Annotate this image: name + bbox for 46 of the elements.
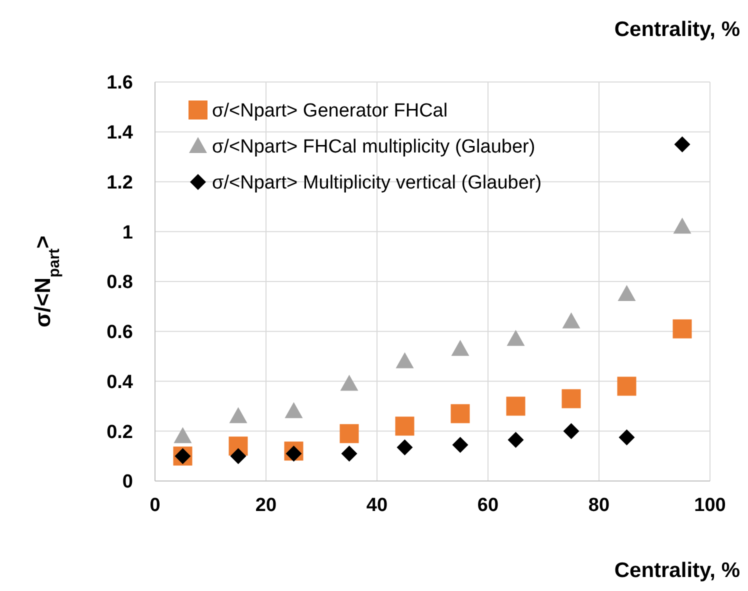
- point: [617, 376, 636, 396]
- y-tick-label: 0: [122, 472, 133, 493]
- point: [229, 407, 248, 424]
- y-tick-label: 0.6: [106, 322, 133, 344]
- point: [508, 432, 524, 448]
- y-tick-label: 1.4: [106, 122, 134, 144]
- point: [284, 402, 303, 418]
- legend-label: σ/<Npart> Generator FHCal: [212, 100, 448, 122]
- legend-label: σ/<Npart> FHCal multiplicity (Glauber): [212, 136, 536, 158]
- point: [506, 396, 526, 416]
- point: [396, 439, 413, 456]
- point: [618, 429, 635, 446]
- x-axis-title: Centrality, %: [614, 559, 740, 582]
- y-tick-label: 0.8: [106, 272, 133, 294]
- point: [230, 448, 246, 464]
- y-tick-label: 1: [122, 222, 134, 244]
- y-tick-label: 0.2: [106, 422, 133, 443]
- x-tick-label: 20: [255, 495, 277, 516]
- y-tick-label: 0.4: [106, 372, 134, 393]
- point: [452, 436, 468, 453]
- point: [674, 136, 690, 152]
- x-tick-label: 0: [150, 495, 160, 516]
- x-tick-label: 100: [694, 495, 726, 516]
- point: [286, 446, 302, 462]
- point: [506, 330, 525, 346]
- legend-label: σ/<Npart> Multiplicity vertical (Glauber): [212, 172, 542, 194]
- point: [451, 340, 470, 356]
- point: [396, 352, 414, 368]
- point: [174, 427, 192, 444]
- point: [672, 319, 692, 338]
- y-tick-label: 1.2: [106, 172, 133, 194]
- point: [340, 374, 358, 391]
- text: Centrality, %: [614, 18, 740, 41]
- x-tick-label: 40: [366, 495, 388, 516]
- x-tick-label: 80: [588, 495, 610, 516]
- point: [341, 446, 358, 462]
- x-tick-label: 60: [477, 495, 499, 516]
- point: [673, 218, 692, 234]
- point: [340, 424, 359, 444]
- point: [562, 312, 580, 328]
- y-tick-label: 1.6: [106, 72, 133, 94]
- point: [562, 389, 581, 408]
- point: [618, 284, 636, 301]
- point: [450, 404, 470, 424]
- point: [395, 416, 414, 436]
- point: [563, 423, 580, 440]
